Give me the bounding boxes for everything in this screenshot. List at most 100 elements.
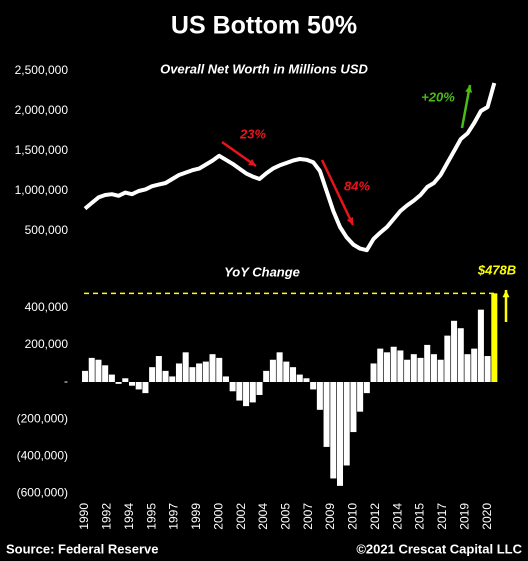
bar [229,382,236,392]
chart-title: US Bottom 50% [171,12,357,40]
x-tick-label: 2015 [413,503,427,530]
bar [303,378,310,382]
bar [477,309,484,382]
bar [202,361,209,382]
bar [457,328,464,382]
x-tick-label: 2004 [256,503,270,530]
bar [357,382,364,412]
y-tick-label: 400,000 [25,300,69,314]
bar [175,363,182,382]
annotation-arrow-head [248,159,256,166]
x-tick-label: 2014 [390,503,404,530]
bar [383,352,390,382]
bar [216,357,223,382]
panel-title: YoY Change [224,264,300,279]
bar [222,376,229,382]
bar [196,363,203,382]
bar [249,382,256,403]
y-tick-label: (600,000) [17,485,68,499]
annotation: 23% [239,126,266,141]
bar [410,354,417,382]
bar [256,382,263,395]
bar [484,356,491,382]
bar [243,382,250,407]
bar [276,352,283,382]
y-tick-label: (200,000) [17,411,68,425]
bar [155,356,162,382]
y-tick-label: 2,500,000 [15,63,69,77]
bar [316,382,323,410]
bar [162,370,169,382]
y-tick-label: 200,000 [25,337,69,351]
annotation: +20% [421,89,455,104]
annotation: 84% [344,178,370,193]
bar [471,348,478,382]
x-tick-label: 2019 [457,503,471,530]
annotation-arrow [320,159,355,226]
y-tick-label: (400,000) [17,448,68,462]
annotation-arrow-head [465,85,473,93]
bar [430,354,437,382]
bar [437,359,444,382]
x-tick-label: 1997 [167,503,181,530]
bar [115,382,122,384]
bar [290,367,297,382]
bar [82,370,89,382]
bar [370,363,377,382]
bar [283,361,290,382]
bar [209,354,216,382]
bar [189,367,196,382]
bar [390,346,397,382]
x-tick-label: 2009 [323,503,337,530]
bar [330,382,337,479]
x-tick-label: 1995 [144,503,158,530]
x-tick-label: 2012 [368,503,382,530]
y-tick-label: 1,000,000 [15,183,69,197]
bar [404,359,411,382]
y-tick-label: 1,500,000 [15,143,69,157]
x-tick-label: 1994 [122,503,136,530]
bar [108,374,115,382]
bar [263,370,270,382]
bar [424,344,431,382]
x-tick-label: 1999 [189,503,203,530]
bar [135,382,142,390]
bar [296,374,303,382]
line [83,82,497,253]
bar [377,348,384,382]
bar [444,335,451,382]
bar [464,354,471,382]
x-tick-label: 2000 [211,503,225,530]
x-tick-label: 2005 [278,503,292,530]
x-tick-label: 1990 [77,503,91,530]
copyright: ©2021 Crescat Capital LLC [356,541,522,556]
annotation-arrow-head [346,217,354,225]
y-tick-label: - [64,374,68,388]
bar [269,359,276,382]
subtitle: Overall Net Worth in Millions USD [160,61,368,76]
bar [142,382,149,394]
source: Source: Federal Reserve [6,541,158,556]
x-tick-label: 2010 [346,503,360,530]
y-tick-label: 2,000,000 [15,103,69,117]
x-tick-label: 1992 [100,503,114,530]
annotation: $478B [477,262,516,277]
bar [343,382,350,466]
bar [182,352,189,382]
x-tick-label: 2020 [480,503,494,530]
annotation-arrow [460,84,472,129]
x-tick-label: 2002 [234,503,248,530]
bar [336,382,344,486]
x-tick-label: 2007 [301,503,315,530]
x-tick-label: 2017 [435,503,449,530]
bar [363,382,370,394]
bar [122,378,129,382]
bar [310,382,317,390]
bar [323,382,330,447]
bar [128,382,136,386]
bar [491,293,498,382]
bar [88,357,95,382]
